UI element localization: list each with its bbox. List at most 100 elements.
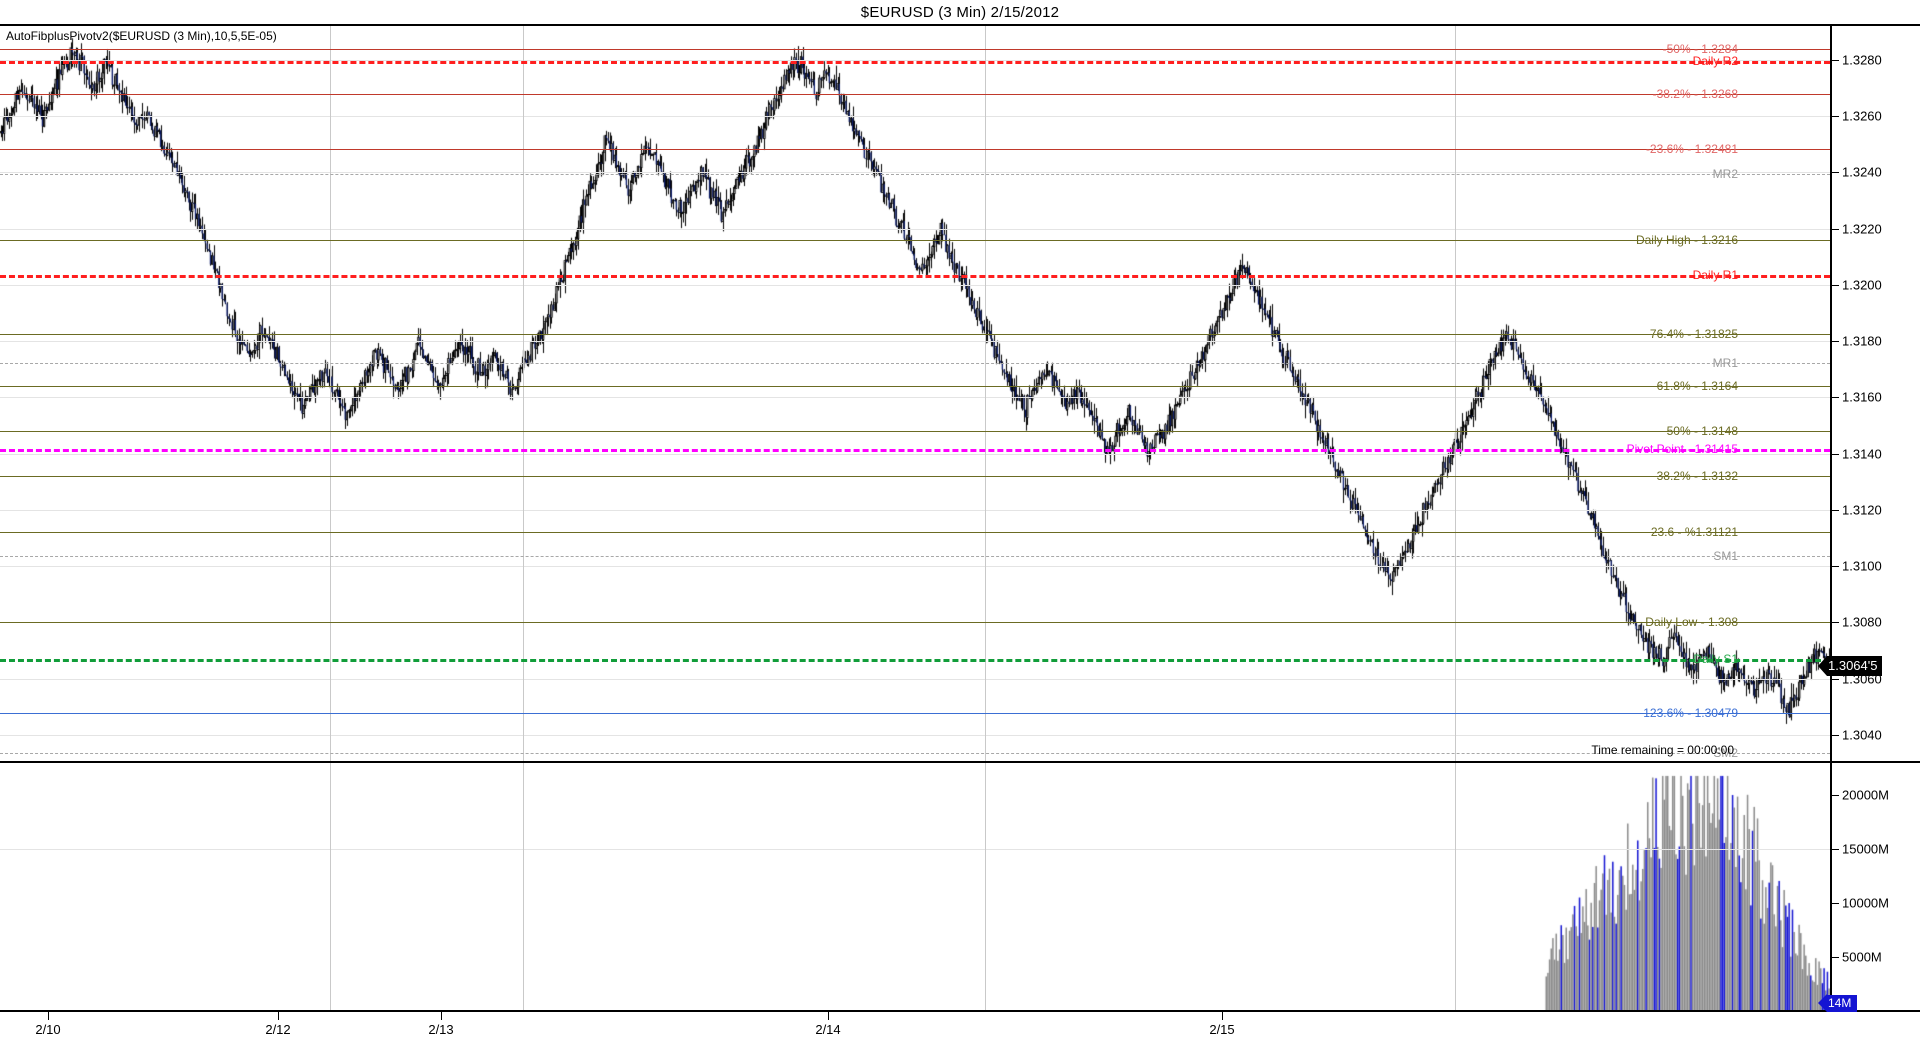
volume-axis-tick <box>1832 795 1839 797</box>
price-axis-tick <box>1832 734 1839 736</box>
level-label-daily-s1: Daily S1 <box>1693 651 1738 666</box>
price-axis-label: 1.3180 <box>1842 333 1882 349</box>
last-volume-tag: 14M <box>1818 994 1858 1012</box>
volume-axis-label: 20000M <box>1842 787 1889 803</box>
price-axis-tick <box>1832 397 1839 399</box>
price-axis-label: 1.3120 <box>1842 502 1882 518</box>
level-label-daily-low: Daily Low - 1.308 <box>1645 615 1738 630</box>
level-label-sm1: SM1 <box>1713 549 1738 564</box>
price-gridline <box>0 397 1830 399</box>
level-label-fib-50: 50% - 1.3148 <box>1666 424 1738 439</box>
price-axis-tick <box>1832 622 1839 624</box>
price-axis-tick <box>1832 59 1839 61</box>
level-line-fib-minus-50 <box>0 48 1830 50</box>
price-axis-label: 1.3240 <box>1842 164 1882 180</box>
price-gridline <box>0 453 1830 455</box>
time-axis-tick <box>441 1012 442 1020</box>
price-axis-tick <box>1832 341 1839 343</box>
price-gridline <box>0 341 1830 343</box>
price-axis-tick <box>1832 453 1839 455</box>
day-separator <box>985 763 986 1010</box>
volume-axis[interactable]: 20000M 15000M 10000M 5000M 14M <box>1818 763 1920 1012</box>
level-label-fib-61: 61.8% - 1.3164 <box>1656 379 1738 394</box>
time-remaining-label: Time remaining = 00:00:00 <box>1591 743 1734 757</box>
price-axis-label: 1.3140 <box>1842 446 1882 462</box>
level-line-fib-50 <box>0 431 1830 433</box>
day-separator <box>1455 763 1456 1010</box>
time-axis[interactable]: 2/10 2/12 2/13 2/14 2/15 <box>0 1011 1920 1064</box>
level-label-daily-high: Daily High - 1.3216 <box>1635 232 1738 247</box>
level-line-mr1 <box>0 362 1830 364</box>
price-panel[interactable]: AutoFibplusPivotv2($EURUSD (3 Min),10,5,… <box>0 26 1920 763</box>
level-line-fib-38 <box>0 476 1830 478</box>
time-axis-label: 2/10 <box>35 1022 61 1037</box>
price-axis-label: 1.3080 <box>1842 614 1882 630</box>
level-label-fib-38: 38.2% - 1.3132 <box>1656 469 1738 484</box>
day-separator <box>1455 26 1456 761</box>
day-separator <box>330 763 331 1010</box>
level-line-fib-minus-23 <box>0 149 1830 151</box>
candlestick-series[interactable] <box>0 26 1830 761</box>
last-volume-value: 14M <box>1827 994 1858 1012</box>
price-gridline <box>0 678 1830 680</box>
volume-axis-label: 10000M <box>1842 895 1889 911</box>
price-axis[interactable]: 1.3280 1.3260 1.3240 1.3220 1.3200 1.3180 1.31… <box>1818 26 1920 761</box>
time-axis-tick <box>278 1012 279 1020</box>
price-plot-area[interactable]: AutoFibplusPivotv2($EURUSD (3 Min),10,5,… <box>0 26 1830 761</box>
level-label-fib-minus-50: -50% - 1.3284 <box>1662 41 1738 56</box>
level-label-daily-r2: Daily R2 <box>1692 54 1738 69</box>
level-line-fib-minus-38 <box>0 93 1830 95</box>
level-label-fib-minus-38: -38.2% - 1.3268 <box>1652 86 1738 101</box>
price-gridline <box>0 116 1830 117</box>
price-gridline <box>0 509 1830 511</box>
price-gridline <box>0 566 1830 568</box>
price-axis-tick <box>1832 172 1839 174</box>
page-title: $EURUSD (3 Min) 2/15/2012 <box>860 3 1060 21</box>
volume-histogram[interactable] <box>0 763 1830 1010</box>
last-price-value: 1.3064'5 <box>1827 655 1883 676</box>
price-axis-label: 1.3160 <box>1842 389 1882 405</box>
volume-axis-tick <box>1832 849 1839 851</box>
level-line-daily-low <box>0 622 1830 624</box>
price-axis-label: 1.3220 <box>1842 221 1882 237</box>
price-axis-tick <box>1832 566 1839 568</box>
price-axis-label: 1.3100 <box>1842 558 1882 574</box>
price-axis-tick <box>1832 509 1839 511</box>
price-gridline <box>0 228 1830 230</box>
price-gridline <box>0 172 1830 174</box>
price-axis-label: 1.3260 <box>1842 108 1882 124</box>
level-label-sm2: SM2 <box>1713 746 1738 761</box>
volume-axis-tick <box>1832 957 1839 959</box>
volume-axis-label: 15000M <box>1842 841 1889 857</box>
level-line-daily-s1 <box>0 658 1830 662</box>
price-axis-label: 1.3040 <box>1842 727 1882 743</box>
level-label-mr2: MR2 <box>1712 166 1738 181</box>
volume-gridline <box>0 849 1830 851</box>
price-axis-tick <box>1832 678 1839 680</box>
level-line-daily-r1 <box>0 274 1830 278</box>
volume-plot-area[interactable] <box>0 763 1830 1010</box>
level-line-sm2 <box>0 753 1830 755</box>
volume-panel[interactable]: 20000M 15000M 10000M 5000M 14M <box>0 763 1920 1012</box>
volume-axis-label: 5000M <box>1842 949 1882 965</box>
price-axis-tick <box>1832 228 1839 230</box>
level-label-mr1: MR1 <box>1712 355 1738 370</box>
level-line-daily-r2 <box>0 61 1830 65</box>
level-label-pivot-point: Pivot Point - 1.31415 <box>1626 442 1738 457</box>
level-label-daily-r1: Daily R1 <box>1692 267 1738 282</box>
volume-axis-tick <box>1832 903 1839 905</box>
indicator-label: AutoFibplusPivotv2($EURUSD (3 Min),10,5,… <box>6 29 277 43</box>
level-line-fib-123 <box>0 712 1830 714</box>
level-label-fib-minus-23: -23.6% - 1.32481 <box>1645 142 1738 157</box>
time-axis-label: 2/14 <box>815 1022 841 1037</box>
level-line-fib-76 <box>0 334 1830 336</box>
day-separator <box>523 763 524 1010</box>
level-line-fib-61 <box>0 386 1830 388</box>
time-axis-label: 2/15 <box>1209 1022 1235 1037</box>
price-gridline <box>0 284 1830 286</box>
level-line-daily-high <box>0 239 1830 241</box>
time-axis-tick <box>48 1012 49 1020</box>
window-title-bar: $EURUSD (3 Min) 2/15/2012 <box>0 0 1920 26</box>
level-line-mr2 <box>0 173 1830 175</box>
